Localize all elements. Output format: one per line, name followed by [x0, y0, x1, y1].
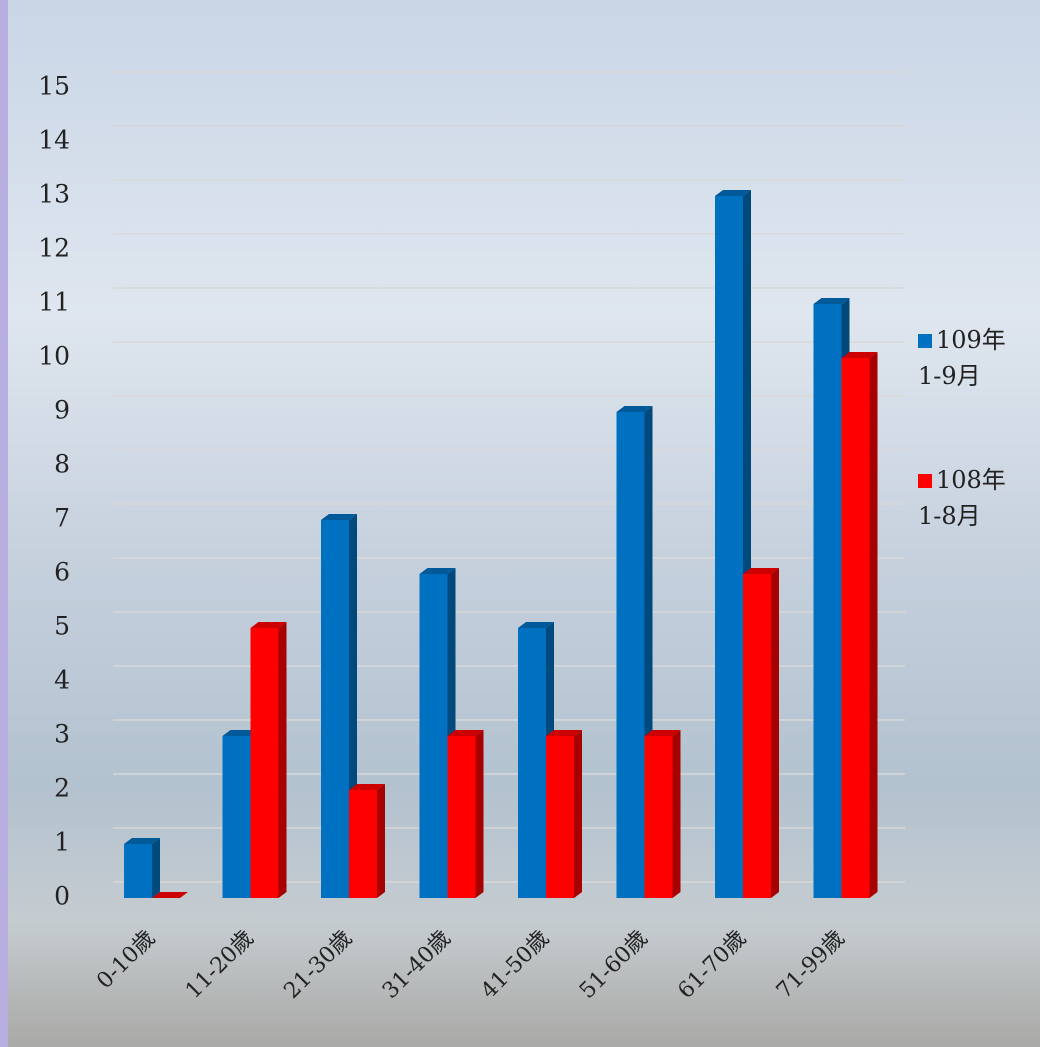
bar-front	[841, 358, 870, 898]
bar-top	[813, 298, 850, 304]
bar	[616, 406, 653, 898]
bar-front	[813, 304, 842, 898]
bar-top	[715, 190, 751, 196]
bar-top	[124, 838, 160, 844]
y-tick-label: 14	[38, 126, 70, 155]
bar-front	[546, 736, 574, 898]
bar-front	[644, 736, 673, 898]
y-tick-label: 15	[38, 72, 70, 101]
bar-top	[250, 622, 287, 628]
bar-front	[250, 628, 279, 898]
legend-item: 109年 1-9月	[918, 322, 1028, 394]
bar-top	[644, 730, 681, 736]
bar-top	[349, 784, 385, 790]
bar-front	[124, 844, 152, 898]
bar-front	[321, 520, 349, 898]
y-tick-label: 8	[54, 450, 70, 479]
y-tick-label: 13	[38, 180, 70, 209]
y-tick-label: 1	[54, 828, 70, 857]
y-tick-label: 11	[38, 288, 70, 317]
bar	[152, 892, 188, 898]
bar	[644, 730, 681, 898]
bar-top	[546, 730, 582, 736]
legend-label: 108年 1-8月	[918, 466, 1006, 530]
bar-front	[518, 628, 546, 898]
bar-top	[841, 352, 878, 358]
bar-side	[574, 730, 582, 898]
legend-item: 108年 1-8月	[918, 462, 1028, 534]
bar	[250, 622, 287, 898]
bar-front	[743, 574, 771, 898]
bar-top	[419, 568, 456, 574]
x-tick-label: 31-40歲	[378, 926, 456, 1004]
x-tick-label: 11-20歲	[181, 926, 259, 1004]
bar	[124, 838, 160, 898]
x-tick-label: 0-10歲	[92, 926, 160, 994]
bar	[546, 730, 582, 898]
bar-front	[222, 736, 251, 898]
x-tick-label: 21-30歲	[279, 926, 357, 1004]
y-tick-label: 4	[54, 666, 70, 695]
y-tick-label: 5	[54, 612, 70, 641]
bar-side	[475, 730, 484, 898]
bar-top	[321, 514, 357, 520]
left-strip	[0, 0, 8, 1047]
y-tick-label: 9	[54, 396, 70, 425]
x-tick-label: 51-60歲	[575, 926, 653, 1004]
bar-front	[616, 412, 645, 898]
x-tick-label: 41-50歲	[476, 926, 554, 1004]
bar	[349, 784, 385, 898]
x-tick-label: 61-70歲	[673, 926, 751, 1004]
bar-side	[377, 784, 385, 898]
legend-swatch	[918, 334, 932, 348]
y-tick-label: 3	[54, 720, 70, 749]
y-tick-label: 0	[54, 882, 70, 911]
bar-top	[616, 406, 653, 412]
bar-top	[222, 730, 259, 736]
bar-top	[518, 622, 554, 628]
y-tick-label: 2	[54, 774, 70, 803]
bar-top	[743, 568, 779, 574]
bar-side	[672, 730, 681, 898]
x-tick-label: 71-99歲	[772, 926, 850, 1004]
y-tick-label: 7	[54, 504, 70, 533]
bar-front	[447, 736, 476, 898]
legend-swatch	[918, 474, 932, 488]
bar-front	[715, 196, 743, 898]
bar	[841, 352, 878, 898]
bar-side	[869, 352, 878, 898]
bar-front	[349, 790, 377, 898]
bar	[447, 730, 484, 898]
bar-front	[419, 574, 448, 898]
bar	[743, 568, 779, 898]
bar-top	[152, 892, 188, 898]
bar-top	[447, 730, 484, 736]
bar-side	[771, 568, 779, 898]
y-tick-label: 6	[54, 558, 70, 587]
y-tick-label: 12	[38, 234, 70, 263]
y-tick-label: 10	[38, 342, 70, 371]
bar-side	[152, 838, 160, 898]
legend-label: 109年 1-9月	[918, 326, 1006, 390]
bar-side	[278, 622, 287, 898]
